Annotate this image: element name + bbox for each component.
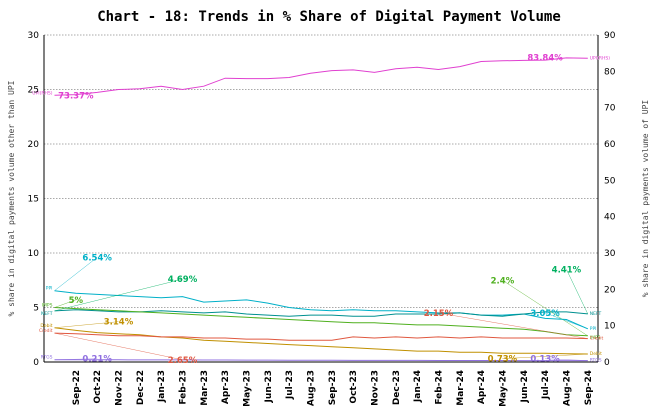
x-tick-label: Oct-22: [93, 370, 103, 404]
series-line: [54, 327, 588, 355]
annotation-label: 4.69%: [168, 275, 198, 285]
series-label-start: PPI: [46, 286, 53, 292]
y-tick-label-right: 40: [604, 213, 616, 223]
annotation-leader: [54, 257, 98, 291]
annotation-leader: [502, 353, 588, 359]
axes: [43, 35, 599, 363]
annotation-label: 2.4%: [491, 276, 515, 286]
x-tick-label: Sep-23: [328, 370, 338, 405]
series-label-start: NEFT: [41, 311, 53, 317]
annotation-label: 3.14%: [104, 318, 134, 328]
annotation-leader: [438, 312, 588, 339]
series-line: [54, 57, 588, 96]
series-labels: UPI(RHS) UPI(RHS) PPI PPI NEFT NEFT IMPS IMPS De…: [32, 55, 610, 363]
series-line: [54, 332, 588, 341]
x-tick-label: Jan-23: [157, 370, 167, 403]
x-tick-label: Feb-24: [434, 370, 444, 405]
series-label-end: NEFT: [590, 311, 602, 317]
x-tick-label: Jun-24: [520, 370, 530, 403]
gridlines: [44, 34, 598, 363]
series-label-end: UPI(RHS): [590, 55, 610, 61]
y-tick-label-left: 30: [28, 31, 40, 41]
annotation-label: 4.41%: [552, 265, 582, 275]
annotation-leader: [545, 358, 588, 361]
x-tick-label: Nov-23: [370, 370, 380, 406]
y-tick-label-left: 10: [28, 249, 40, 259]
y-tick-label-left: 15: [28, 195, 39, 205]
y-tick-label-right: 80: [604, 67, 616, 77]
x-tick-label: Oct-23: [349, 370, 359, 404]
x-tick-label: Jun-23: [264, 370, 274, 403]
y-tick-label-right: 50: [604, 176, 616, 186]
x-tick-label: Nov-22: [114, 370, 124, 406]
x-tick-label: Apr-23: [221, 370, 231, 404]
annotation-label: 6.54%: [82, 253, 112, 263]
y-tick-label-right: 60: [604, 140, 616, 150]
series-label-start: Credit: [39, 328, 53, 334]
series-label-end: Debit: [590, 351, 602, 357]
series-line: [54, 359, 588, 362]
x-tick-label: Jan-24: [413, 370, 423, 403]
y-axis-label-left: % share in digital payments volume other…: [7, 80, 16, 316]
annotation-leader: [502, 280, 588, 337]
x-tick-label: Feb-23: [178, 370, 188, 405]
series-lines: [54, 57, 588, 362]
tick-labels: 0 5 10 15 20 25 30 0 10 20 30 40 50 60 70 80 90 Sep-22 Oct…: [28, 31, 616, 407]
x-tick-label: Dec-23: [392, 370, 402, 405]
series-label-start: UPI(RHS): [32, 90, 52, 96]
x-tick-label: Sep-22: [72, 370, 82, 405]
annotation-leader: [54, 278, 183, 312]
annotation-leader: [54, 332, 183, 361]
y-axis-label-right: % share in digital payments volume of UP…: [641, 100, 650, 298]
y-tick-label-right: 30: [604, 249, 616, 259]
annotation-leader: [566, 269, 588, 315]
series-label-end: RTGS: [590, 358, 602, 364]
series-label-start: RTGS: [41, 355, 53, 361]
x-tick-label: Jul-24: [541, 370, 551, 400]
series-label-end: Credit: [590, 336, 604, 342]
y-tick-label-left: 25: [28, 86, 39, 96]
series-label-start: Debit: [40, 323, 52, 329]
annotation-leader: [545, 312, 588, 329]
x-tick-label: May-24: [498, 370, 508, 407]
chart-title: Chart - 18: Trends in % Share of Digital…: [97, 9, 561, 25]
x-tick-label: Dec-22: [136, 370, 146, 405]
annotation-label: 5%: [69, 296, 84, 306]
annotation-leader: [54, 321, 119, 329]
y-tick-label-right: 70: [604, 104, 616, 114]
annotation-label: 0.13%: [530, 355, 560, 365]
annotation-label: 0.21%: [82, 355, 112, 365]
annotation-label: 0.73%: [488, 355, 518, 365]
x-tick-label: Aug-24: [562, 370, 572, 406]
series-line: [54, 290, 588, 330]
y-tick-label-right: 10: [604, 322, 616, 332]
x-tick-label: Mar-23: [200, 370, 210, 406]
series-label-start: IMPS: [42, 303, 53, 309]
x-tick-label: Apr-24: [477, 370, 487, 404]
annotation-label: 83.84%: [527, 53, 563, 63]
annotations: 73.37% 83.84% 6.54% 4.69% 5% 3.14% 0.21% 2.65% 2…: [58, 53, 582, 365]
x-tick-label: Mar-24: [456, 370, 466, 406]
series-label-end: IMPS: [590, 335, 601, 341]
annotation-label: 3.05%: [530, 309, 560, 319]
annotation-leader: [54, 358, 98, 360]
series-label-end: PPI: [590, 326, 597, 332]
y-tick-label-right: 0: [604, 358, 610, 368]
y-tick-label-right: 20: [604, 285, 616, 295]
y-tick-label-left: 0: [33, 358, 39, 368]
series-line: [54, 307, 588, 337]
annotation-leaders: [54, 257, 588, 361]
x-tick-label: Aug-23: [306, 370, 316, 406]
annotation-label: 73.37%: [58, 91, 94, 101]
annotation-label: 2.65%: [168, 356, 198, 366]
y-tick-label-left: 5: [33, 304, 39, 314]
x-tick-label: Sep-24: [584, 370, 594, 405]
x-tick-label: Jul-23: [285, 370, 295, 400]
annotation-label: 2.15%: [424, 309, 454, 319]
x-tick-label: May-23: [242, 370, 252, 407]
y-tick-label-right: 90: [604, 31, 616, 41]
y-tick-label-left: 20: [28, 140, 40, 150]
annotation-leader: [54, 299, 76, 308]
